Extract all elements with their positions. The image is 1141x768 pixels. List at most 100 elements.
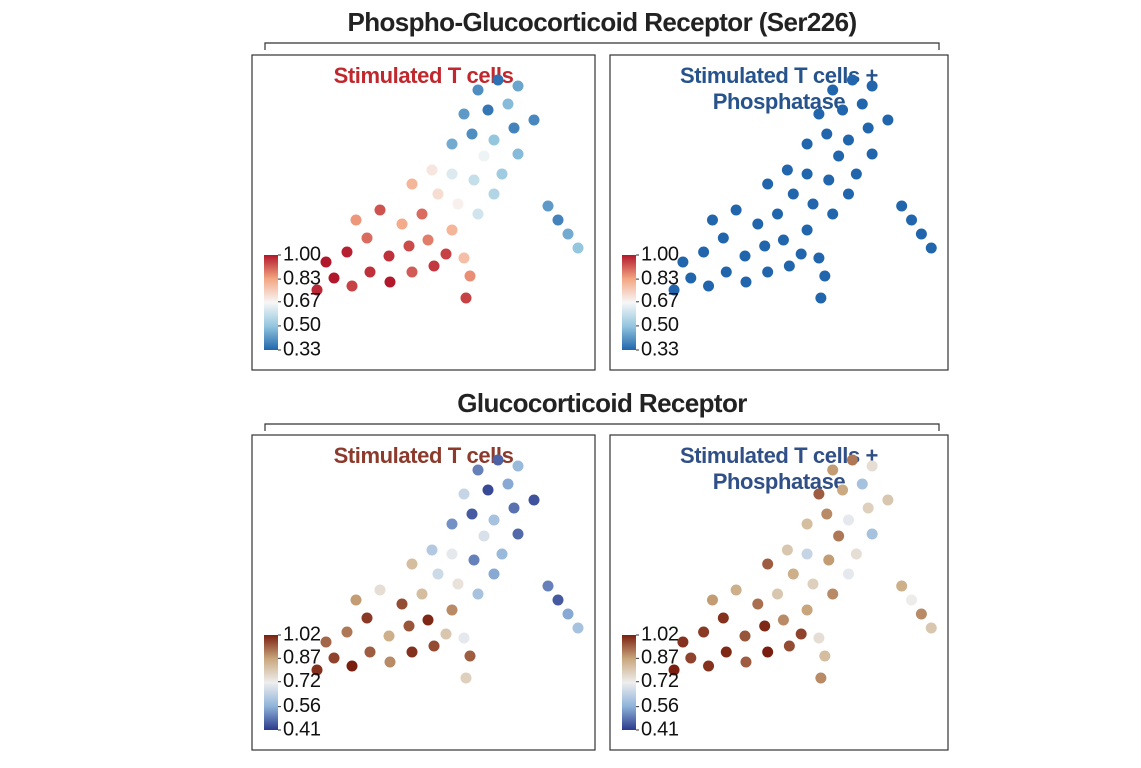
cell-point — [827, 588, 839, 600]
cell-point — [452, 578, 464, 590]
section-title: Glucocorticoid Receptor — [457, 388, 747, 418]
panel-frame — [609, 54, 949, 371]
section-title: Phospho-Glucocorticoid Receptor (Ser226) — [347, 7, 856, 37]
cell-point — [488, 188, 500, 200]
cell-point — [346, 280, 358, 292]
cell-point — [813, 108, 825, 120]
cell-point — [361, 612, 373, 624]
panel-title: Phosphatase — [713, 469, 846, 494]
cell-point — [512, 148, 524, 160]
cell-point — [752, 218, 764, 230]
cell-point — [466, 128, 478, 140]
cell-point — [492, 454, 504, 466]
cell-point — [528, 494, 540, 506]
cell-point — [730, 204, 742, 216]
cell-point — [787, 568, 799, 580]
cell-point — [572, 622, 584, 634]
cell-point — [821, 508, 833, 520]
colorbar — [622, 635, 636, 730]
cell-point — [472, 208, 484, 220]
cell-point — [478, 530, 490, 542]
cell-point — [440, 248, 452, 260]
cell-point — [801, 518, 813, 530]
cell-point — [383, 250, 395, 262]
cell-point — [677, 256, 689, 268]
cell-point — [383, 630, 395, 642]
cell-point — [866, 460, 878, 472]
cell-point — [866, 148, 878, 160]
cell-point — [813, 252, 825, 264]
colorbar-label: 0.33 — [641, 338, 679, 360]
cell-point — [827, 208, 839, 220]
colorbar-label: 0.72 — [641, 670, 679, 692]
cell-point — [856, 478, 868, 490]
cell-point — [850, 548, 862, 560]
cell-point — [896, 580, 908, 592]
cell-point — [668, 664, 680, 676]
cell-point — [706, 594, 718, 606]
cell-point — [717, 232, 729, 244]
panel-title: Stimulated T cells + — [680, 63, 878, 88]
cell-point — [472, 588, 484, 600]
colorbar — [622, 255, 636, 350]
colorbar-label: 1.02 — [641, 623, 679, 645]
cell-point — [819, 270, 831, 282]
cell-point — [350, 594, 362, 606]
cell-point — [464, 650, 476, 662]
cell-point — [783, 260, 795, 272]
cell-point — [466, 508, 478, 520]
cell-point — [341, 626, 353, 638]
cell-point — [426, 544, 438, 556]
cell-point — [482, 104, 494, 116]
colorbar-label: 0.67 — [283, 290, 321, 312]
cell-point — [815, 672, 827, 684]
cell-point — [416, 588, 428, 600]
cell-point — [406, 646, 418, 658]
cell-point — [668, 284, 680, 296]
cell-point — [762, 266, 774, 278]
colorbar-label: 1.00 — [641, 243, 679, 265]
cell-point — [496, 168, 508, 180]
cell-point — [703, 280, 715, 292]
colorbar-label: 0.50 — [283, 314, 321, 336]
colorbar — [264, 255, 278, 350]
cell-point — [361, 232, 373, 244]
cell-point — [458, 252, 470, 264]
cell-point — [496, 548, 508, 560]
cell-point — [882, 114, 894, 126]
colorbar-label: 0.83 — [641, 267, 679, 289]
cell-point — [320, 636, 332, 648]
colorbar-label: 0.50 — [641, 314, 679, 336]
cell-point — [572, 242, 584, 254]
cell-point — [416, 208, 428, 220]
cell-point — [542, 200, 554, 212]
cell-point — [827, 84, 839, 96]
cell-point — [488, 514, 500, 526]
cell-point — [813, 488, 825, 500]
colorbar-label: 1.00 — [283, 243, 321, 265]
cell-point — [432, 188, 444, 200]
cell-point — [685, 272, 697, 284]
cell-point — [730, 584, 742, 596]
cell-point — [384, 656, 396, 668]
cell-point — [422, 234, 434, 246]
cell-point — [458, 488, 470, 500]
cell-point — [925, 242, 937, 254]
cell-point — [777, 614, 789, 626]
cell-point — [807, 198, 819, 210]
cell-point — [813, 632, 825, 644]
cell-point — [350, 214, 362, 226]
cell-point — [403, 620, 415, 632]
cell-point — [512, 528, 524, 540]
cell-point — [341, 246, 353, 258]
cell-point — [384, 276, 396, 288]
cell-point — [842, 568, 854, 580]
cell-point — [703, 660, 715, 672]
cell-point — [685, 652, 697, 664]
cell-point — [906, 214, 918, 226]
cell-point — [311, 284, 323, 296]
colorbar-label: 0.83 — [283, 267, 321, 289]
panel-frame — [609, 434, 949, 751]
cell-point — [833, 530, 845, 542]
